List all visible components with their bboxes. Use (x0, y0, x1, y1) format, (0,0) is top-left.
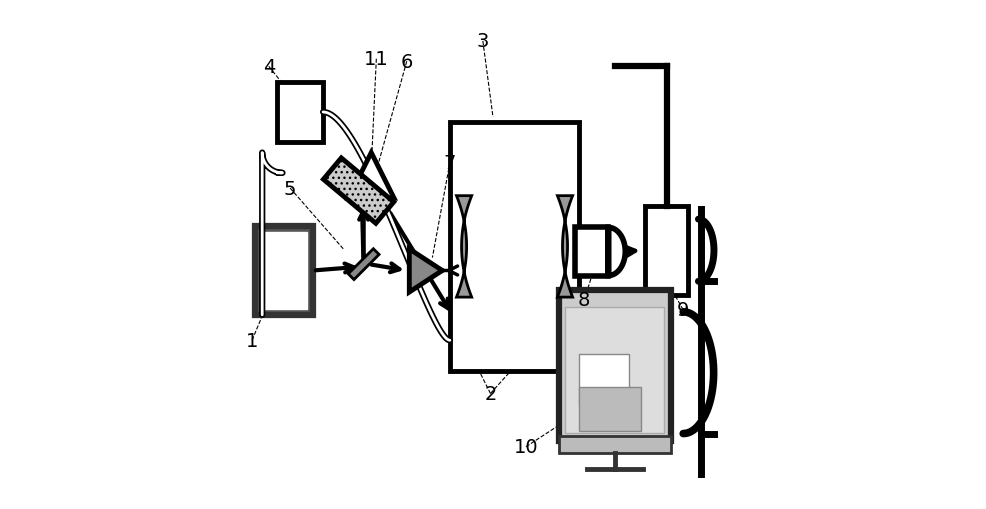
Text: 6: 6 (400, 52, 413, 72)
Polygon shape (457, 196, 471, 298)
Bar (576, 228, 608, 276)
Text: 4: 4 (262, 58, 275, 77)
Text: 1: 1 (246, 331, 258, 350)
Bar (645, 207, 688, 295)
Text: 3: 3 (476, 33, 489, 51)
Polygon shape (323, 159, 393, 224)
Polygon shape (409, 249, 443, 293)
Bar (260, 233, 307, 309)
Bar (579, 354, 629, 405)
Text: 10: 10 (514, 437, 538, 457)
Bar (254, 227, 313, 315)
Text: 9: 9 (677, 301, 689, 320)
Text: 8: 8 (578, 291, 591, 309)
Polygon shape (348, 153, 394, 199)
Text: 11: 11 (364, 50, 388, 69)
Bar (579, 387, 641, 431)
Bar (559, 290, 670, 441)
Bar (277, 82, 323, 143)
Text: 7: 7 (444, 154, 457, 173)
Text: 2: 2 (484, 384, 497, 403)
Text: 5: 5 (284, 179, 297, 198)
Polygon shape (608, 228, 625, 276)
Polygon shape (348, 249, 379, 280)
Bar (450, 123, 579, 371)
Polygon shape (557, 196, 573, 298)
Bar (559, 436, 670, 454)
Bar (565, 307, 665, 433)
